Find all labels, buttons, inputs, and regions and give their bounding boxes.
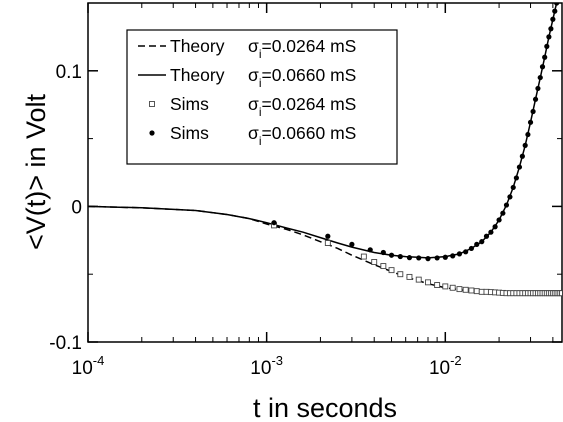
data-point-circle [519,153,525,159]
data-point-circle [349,241,355,247]
data-point-circle [397,253,403,260]
data-point-circle [367,247,373,253]
data-point-circle [488,229,494,235]
axis-ticks: 10-4 10-3 10-2 -0.1 0 0.1 [49,3,562,379]
data-point-circle [496,217,502,223]
data-point-square [324,240,331,246]
data-point-circle [474,241,480,247]
data-point-square [456,286,463,293]
data-point-square [559,290,562,297]
data-point-circle [532,96,539,102]
data-point-circle [325,233,331,239]
data-point-circle [434,255,440,261]
data-point-square [478,288,485,295]
legend-label: Theory [170,65,225,85]
data-point-circle [507,194,513,200]
data-point-circle [492,224,498,230]
data-point-circle [548,26,554,32]
data-point-square [397,271,404,278]
data-point-circle [552,8,558,14]
legend-sigma-label: σi=0.0264 mS [248,36,356,61]
data-point-circle [456,251,463,257]
data-point-square [468,287,475,294]
data-point-circle [380,249,386,256]
legend-swatch-square [149,101,155,107]
legend-sigma-label: σi=0.0660 mS [248,65,356,90]
data-point-square [442,283,449,290]
data-point-square [434,282,441,288]
data-point-square [473,288,480,295]
data-point-circle [442,254,448,260]
data-point-circle [535,85,541,92]
data-point-square [406,273,413,280]
data-point-circle [542,54,548,60]
data-point-circle [503,202,510,208]
legend-sigma-label: σi=0.0264 mS [248,94,356,119]
data-point-circle [388,252,395,258]
data-point-circle [527,119,534,125]
data-point-square [371,259,378,265]
legend-box [126,29,398,165]
y-tick-label: 0 [71,197,82,218]
data-point-circle [513,175,519,181]
legend-label: Sims [170,123,209,143]
legend-label: Sims [170,94,209,114]
data-point-square [449,284,456,291]
x-tick-label: 10-2 [429,353,462,379]
data-point-circle [530,108,536,115]
x-tick-label: 10-3 [250,353,283,379]
data-point-square [380,263,387,270]
data-point-circle [463,249,469,255]
data-point-circle [479,239,485,245]
data-point-circle [271,220,277,226]
data-point-circle [500,210,506,216]
data-point-circle [416,255,422,261]
y-tick-label: -0.1 [49,333,82,354]
data-point-circle [406,255,413,261]
data-point-circle [537,74,543,81]
data-point-circle [539,64,546,70]
y-axis-label: <V(t)> in Volt [21,93,51,250]
plot-frame [87,2,563,343]
legend-swatch-circle [149,130,155,136]
legend-label: Theory [170,36,225,56]
data-point-circle [550,16,556,22]
series-line-dashed [88,205,562,294]
data-point-square [360,253,367,260]
data-point-square [425,279,431,286]
data-point-circle [546,34,552,40]
data-point-circle [516,164,523,170]
data-point-circle [425,256,431,262]
plot-area [88,3,562,297]
data-point-square [415,276,422,283]
data-point-circle [544,43,550,49]
data-point-circle [468,245,475,252]
data-point-circle [483,233,490,239]
data-point-square [388,267,395,274]
data-point-circle [522,142,528,148]
x-tick-label: 10-4 [72,353,105,379]
data-point-circle [450,253,456,259]
legend-sigma-label: σi=0.0660 mS [248,123,356,148]
x-axis-label: t in seconds [253,393,397,422]
data-point-circle [554,3,560,6]
data-point-circle [525,131,531,138]
legend: Theory σi=0.0264 mS Theory σi=0.0660 mS Sims… [126,29,398,165]
y-tick-label: 0.1 [56,62,82,83]
data-point-square [462,286,469,293]
data-point-circle [510,184,516,191]
